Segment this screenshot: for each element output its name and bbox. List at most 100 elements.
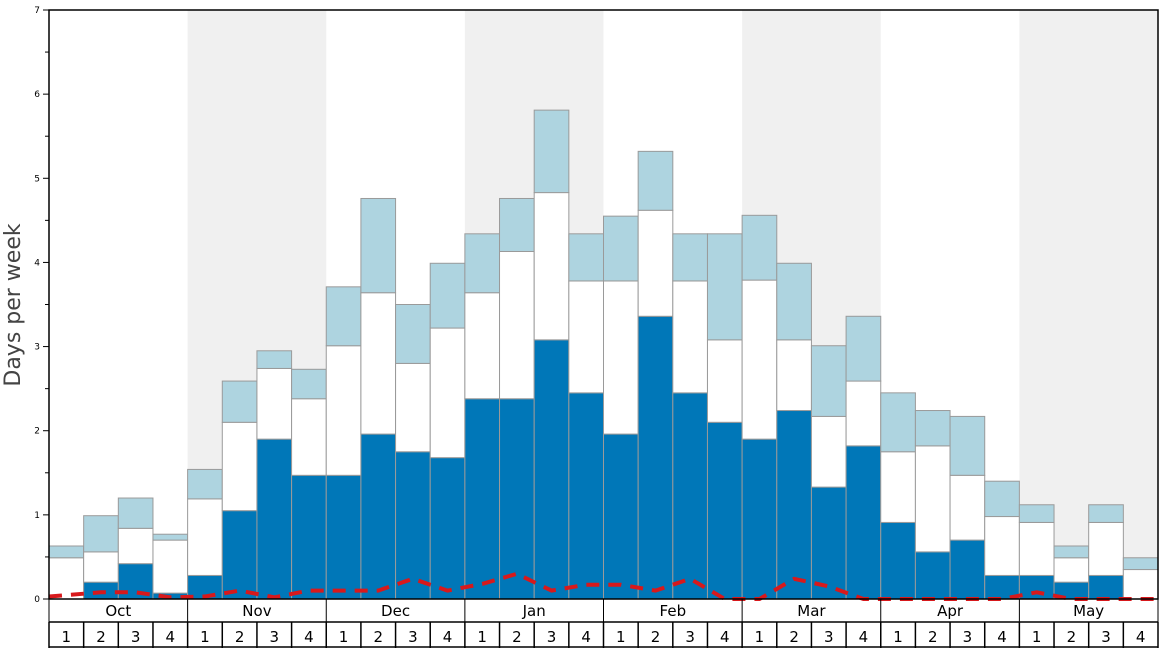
- bar-bottom-31: [1088, 574, 1124, 600]
- month-label-feb: Feb: [660, 602, 687, 620]
- week-label: 3: [408, 628, 418, 646]
- bar-middle-22: [776, 339, 812, 412]
- bar-top-26: [914, 410, 951, 447]
- y-tick-label: 4: [34, 258, 40, 268]
- y-tick-label: 5: [34, 174, 40, 184]
- bar-top-3: [117, 497, 154, 529]
- week-label: 2: [928, 628, 938, 646]
- bar-top-16: [568, 233, 604, 282]
- bar-top-21: [741, 214, 778, 281]
- bar-bottom-19: [672, 392, 708, 600]
- bar-bottom-21: [741, 438, 778, 600]
- y-axis-label: Days per week: [1, 223, 26, 386]
- bar-middle-12: [429, 327, 466, 459]
- bar-top-30: [1053, 545, 1090, 559]
- week-label: 2: [512, 628, 522, 646]
- bar-middle-24: [845, 380, 882, 447]
- bar-top-14: [499, 197, 535, 252]
- bar-top-18: [637, 150, 674, 211]
- bar-top-31: [1088, 504, 1124, 523]
- bar-middle-13: [464, 292, 501, 400]
- month-shade-may: [1019, 10, 1158, 599]
- y-tick-label: 1: [34, 511, 40, 521]
- bar-bottom-13: [464, 398, 501, 600]
- bar-bottom-20: [706, 421, 743, 600]
- week-label: 1: [339, 628, 349, 646]
- month-label-oct: Oct: [105, 602, 131, 620]
- week-label: 4: [581, 628, 591, 646]
- bar-top-27: [949, 415, 986, 476]
- month-label-apr: Apr: [937, 602, 964, 620]
- bar-top-9: [325, 286, 362, 347]
- week-label: 4: [720, 628, 730, 646]
- y-tick-label: 2: [34, 427, 40, 437]
- bar-bottom-27: [949, 539, 986, 600]
- bar-bottom-6: [221, 510, 258, 600]
- bar-middle-25: [880, 451, 916, 523]
- bar-middle-19: [672, 280, 708, 394]
- bar-middle-1: [48, 557, 85, 600]
- week-label: 3: [963, 628, 973, 646]
- month-label-may: May: [1073, 602, 1104, 620]
- week-label: 4: [997, 628, 1007, 646]
- bar-top-19: [672, 233, 708, 282]
- bar-middle-6: [221, 421, 258, 512]
- bar-top-2: [83, 515, 119, 553]
- month-label-jan: Jan: [522, 602, 546, 620]
- week-label: 1: [755, 628, 765, 646]
- bars: [48, 109, 1159, 600]
- bar-top-32: [1122, 557, 1159, 571]
- bar-top-13: [464, 233, 501, 294]
- bar-bottom-11: [395, 451, 431, 600]
- bar-top-1: [48, 545, 85, 559]
- bar-top-25: [880, 392, 916, 453]
- bar-middle-23: [810, 415, 847, 488]
- week-label: 1: [477, 628, 487, 646]
- y-tick-label: 6: [34, 90, 40, 100]
- bar-bottom-26: [914, 551, 951, 600]
- bar-bottom-25: [880, 521, 916, 600]
- bar-top-5: [187, 468, 223, 500]
- bar-top-7: [256, 350, 293, 369]
- week-label: 4: [1136, 628, 1146, 646]
- bar-middle-7: [256, 367, 293, 440]
- week-label: 1: [893, 628, 903, 646]
- week-label: 1: [62, 628, 72, 646]
- bar-bottom-24: [845, 445, 882, 600]
- bar-bottom-29: [1018, 574, 1055, 600]
- week-label: 3: [1101, 628, 1111, 646]
- bar-bottom-7: [256, 438, 293, 600]
- bar-middle-18: [637, 209, 674, 317]
- week-label: 2: [651, 628, 661, 646]
- bar-top-23: [810, 345, 847, 417]
- axes: 0 1 2 3 4 5 6 7 Oct Nov Dec Jan Feb Mar Apr May 1 2 3 4 1 2 3 4…: [34, 6, 1159, 648]
- week-label: 3: [824, 628, 834, 646]
- bar-top-11: [395, 304, 431, 364]
- bar-top-8: [291, 368, 327, 400]
- y-tick-label: 0: [34, 595, 40, 605]
- week-label: 4: [443, 628, 453, 646]
- week-label: 2: [373, 628, 383, 646]
- bar-top-6: [221, 380, 258, 423]
- week-label: 2: [235, 628, 245, 646]
- bar-middle-5: [187, 498, 223, 576]
- bar-bottom-12: [429, 457, 466, 600]
- bar-middle-16: [568, 280, 604, 394]
- bar-bottom-9: [325, 474, 362, 600]
- bar-middle-3: [117, 527, 154, 565]
- bar-middle-11: [395, 362, 431, 453]
- bar-top-17: [603, 215, 639, 282]
- bar-bottom-16: [568, 392, 604, 600]
- week-label: 1: [200, 628, 210, 646]
- bar-top-28: [984, 480, 1020, 518]
- bar-middle-17: [603, 280, 639, 435]
- bar-bottom-14: [499, 398, 535, 600]
- bar-middle-21: [741, 279, 778, 440]
- month-label-nov: Nov: [242, 602, 271, 620]
- bar-bottom-15: [533, 339, 570, 600]
- bar-middle-9: [325, 345, 362, 476]
- week-label: 4: [304, 628, 314, 646]
- month-label-dec: Dec: [381, 602, 410, 620]
- week-label: 2: [1067, 628, 1077, 646]
